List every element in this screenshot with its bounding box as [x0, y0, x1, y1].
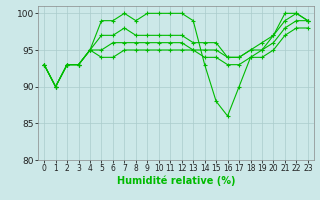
X-axis label: Humidité relative (%): Humidité relative (%) [117, 176, 235, 186]
